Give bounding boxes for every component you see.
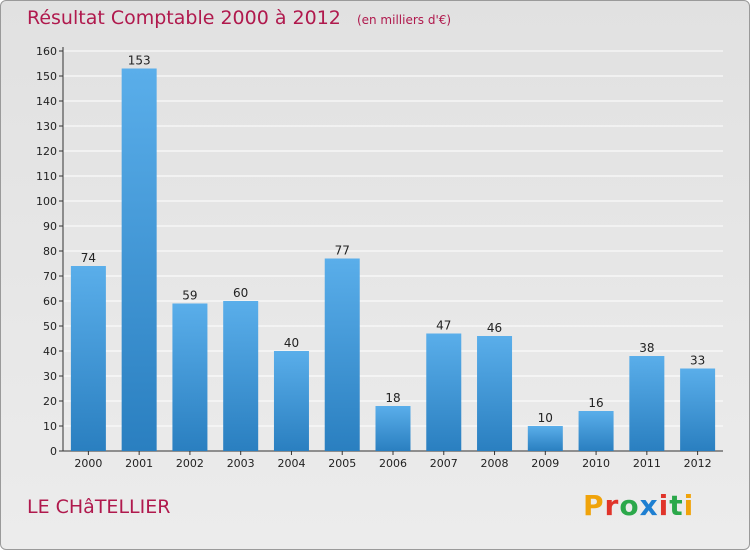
- x-tick-label: 2002: [176, 457, 204, 470]
- chart-title: Résultat Comptable 2000 à 2012 (en milli…: [27, 7, 451, 29]
- chart-unit: (en milliers d'€): [356, 13, 452, 27]
- place-name: LE CHâTELLIER: [27, 496, 171, 518]
- x-tick-label: 2004: [277, 457, 305, 470]
- bar: [426, 333, 462, 451]
- y-tick-label: 110: [36, 170, 57, 183]
- bar: [273, 351, 309, 451]
- bar: [70, 266, 106, 451]
- x-tick-label: 2009: [531, 457, 559, 470]
- y-tick-label: 60: [43, 295, 57, 308]
- bar: [629, 356, 665, 451]
- y-tick-label: 100: [36, 195, 57, 208]
- bar: [527, 426, 563, 451]
- y-tick-label: 90: [43, 220, 57, 233]
- logo-letter: x: [639, 489, 659, 522]
- logo-letter: i: [658, 489, 670, 522]
- data-label: 40: [284, 336, 299, 350]
- data-label: 47: [436, 319, 451, 333]
- y-tick-label: 20: [43, 395, 57, 408]
- bar: [477, 336, 513, 451]
- data-label: 153: [128, 54, 151, 68]
- data-label: 33: [690, 354, 705, 368]
- x-tick-label: 2010: [582, 457, 610, 470]
- proxiti-logo: Proxiti: [583, 489, 694, 522]
- y-tick-label: 80: [43, 245, 57, 258]
- bar: [324, 258, 360, 451]
- data-label: 59: [182, 289, 197, 303]
- bar: [223, 301, 259, 451]
- y-tick-label: 50: [43, 320, 57, 333]
- data-label: 46: [487, 321, 502, 335]
- y-tick-label: 10: [43, 420, 57, 433]
- bar: [172, 303, 208, 451]
- x-tick-label: 2003: [227, 457, 255, 470]
- logo-letter: i: [683, 489, 695, 522]
- y-tick-label: 150: [36, 70, 57, 83]
- data-label: 77: [335, 244, 350, 258]
- y-tick-label: 140: [36, 95, 57, 108]
- bar: [680, 368, 716, 451]
- y-tick-label: 130: [36, 120, 57, 133]
- y-tick-label: 40: [43, 345, 57, 358]
- x-tick-label: 2000: [74, 457, 102, 470]
- data-label: 10: [538, 411, 553, 425]
- logo-letter: o: [619, 489, 640, 522]
- x-tick-label: 2011: [633, 457, 661, 470]
- chart-title-text: Résultat Comptable 2000 à 2012: [27, 7, 341, 29]
- data-label: 60: [233, 286, 248, 300]
- logo-letter: P: [583, 489, 605, 522]
- data-label: 16: [588, 396, 603, 410]
- x-tick-label: 2006: [379, 457, 407, 470]
- data-label: 38: [639, 341, 654, 355]
- data-label: 74: [81, 251, 96, 265]
- bar: [578, 411, 614, 451]
- x-tick-label: 2008: [481, 457, 509, 470]
- logo-letter: r: [604, 489, 620, 522]
- x-tick-label: 2001: [125, 457, 153, 470]
- data-label: 18: [385, 391, 400, 405]
- x-tick-label: 2005: [328, 457, 356, 470]
- y-tick-label: 160: [36, 45, 57, 58]
- logo-letter: t: [669, 489, 684, 522]
- x-tick-label: 2007: [430, 457, 458, 470]
- bar: [121, 68, 157, 451]
- y-tick-label: 0: [50, 445, 57, 458]
- y-tick-label: 120: [36, 145, 57, 158]
- bar: [375, 406, 411, 451]
- x-tick-label: 2012: [684, 457, 712, 470]
- y-tick-label: 70: [43, 270, 57, 283]
- y-tick-label: 30: [43, 370, 57, 383]
